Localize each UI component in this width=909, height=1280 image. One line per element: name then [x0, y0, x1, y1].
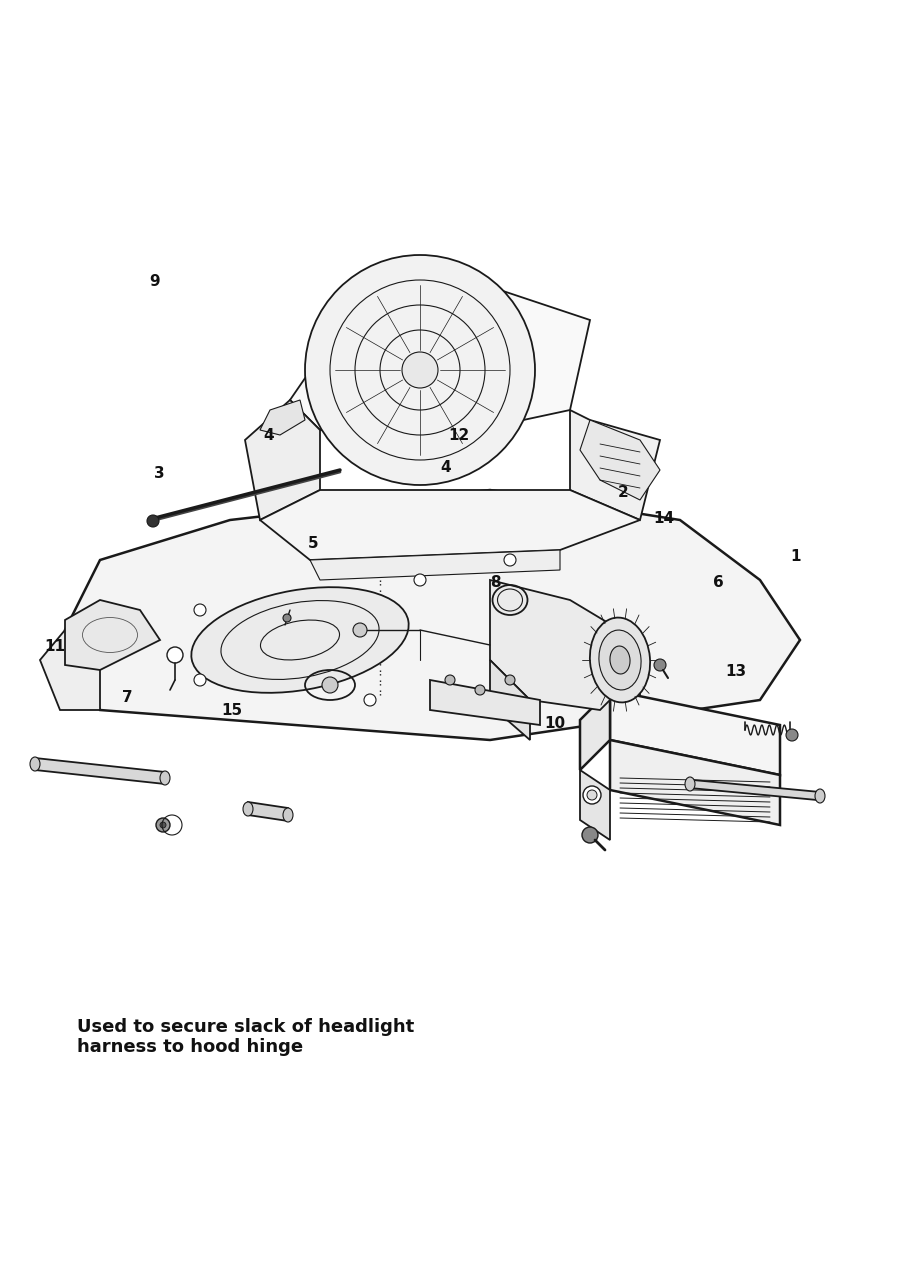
Text: 1: 1	[790, 549, 801, 564]
Circle shape	[654, 659, 666, 671]
Circle shape	[587, 790, 597, 800]
Ellipse shape	[283, 808, 293, 822]
Polygon shape	[690, 780, 820, 800]
Circle shape	[504, 554, 516, 566]
Polygon shape	[260, 399, 305, 435]
Polygon shape	[610, 666, 640, 695]
Polygon shape	[490, 580, 630, 710]
Polygon shape	[570, 410, 660, 520]
Text: PartsTree: PartsTree	[252, 563, 658, 637]
Circle shape	[194, 675, 206, 686]
Polygon shape	[580, 420, 660, 500]
Polygon shape	[40, 630, 100, 710]
Circle shape	[156, 818, 170, 832]
Ellipse shape	[599, 630, 641, 690]
Polygon shape	[248, 803, 288, 820]
Polygon shape	[430, 680, 540, 724]
Ellipse shape	[191, 588, 409, 692]
Text: 14: 14	[653, 511, 674, 526]
Polygon shape	[260, 490, 640, 561]
Text: 8: 8	[490, 575, 501, 590]
Polygon shape	[610, 690, 780, 774]
Ellipse shape	[685, 777, 695, 791]
Ellipse shape	[30, 756, 40, 771]
Polygon shape	[290, 291, 590, 440]
Circle shape	[505, 675, 515, 685]
Polygon shape	[65, 490, 800, 740]
Circle shape	[305, 255, 535, 485]
Circle shape	[194, 604, 206, 616]
Circle shape	[353, 623, 367, 637]
Text: 2: 2	[617, 485, 628, 500]
Circle shape	[283, 614, 291, 622]
Ellipse shape	[590, 617, 650, 703]
Text: 12: 12	[448, 428, 470, 443]
Text: 9: 9	[149, 274, 160, 289]
Circle shape	[364, 694, 376, 707]
Circle shape	[160, 822, 166, 828]
Circle shape	[445, 675, 455, 685]
Polygon shape	[35, 758, 165, 783]
Text: 4: 4	[440, 460, 451, 475]
Text: 3: 3	[154, 466, 165, 481]
Circle shape	[147, 515, 159, 527]
Polygon shape	[490, 660, 530, 740]
Text: 4: 4	[263, 428, 274, 443]
Circle shape	[322, 677, 338, 692]
Polygon shape	[65, 600, 160, 669]
Text: 5: 5	[308, 536, 319, 552]
Polygon shape	[580, 771, 610, 840]
Circle shape	[402, 352, 438, 388]
Ellipse shape	[243, 803, 253, 817]
Polygon shape	[580, 690, 610, 771]
Text: 11: 11	[44, 639, 65, 654]
Circle shape	[583, 786, 601, 804]
Text: 15: 15	[221, 703, 243, 718]
Ellipse shape	[610, 646, 630, 675]
Text: 13: 13	[725, 664, 747, 680]
Circle shape	[414, 573, 426, 586]
Text: 10: 10	[544, 716, 565, 731]
Circle shape	[786, 730, 798, 741]
Text: 7: 7	[122, 690, 133, 705]
Polygon shape	[610, 740, 780, 826]
Polygon shape	[245, 399, 320, 520]
Text: 6: 6	[713, 575, 724, 590]
Circle shape	[475, 685, 485, 695]
Ellipse shape	[815, 788, 825, 803]
Text: Used to secure slack of headlight
harness to hood hinge: Used to secure slack of headlight harnes…	[77, 1018, 415, 1056]
Circle shape	[167, 646, 183, 663]
Polygon shape	[310, 550, 560, 580]
Ellipse shape	[160, 771, 170, 785]
Circle shape	[582, 827, 598, 844]
